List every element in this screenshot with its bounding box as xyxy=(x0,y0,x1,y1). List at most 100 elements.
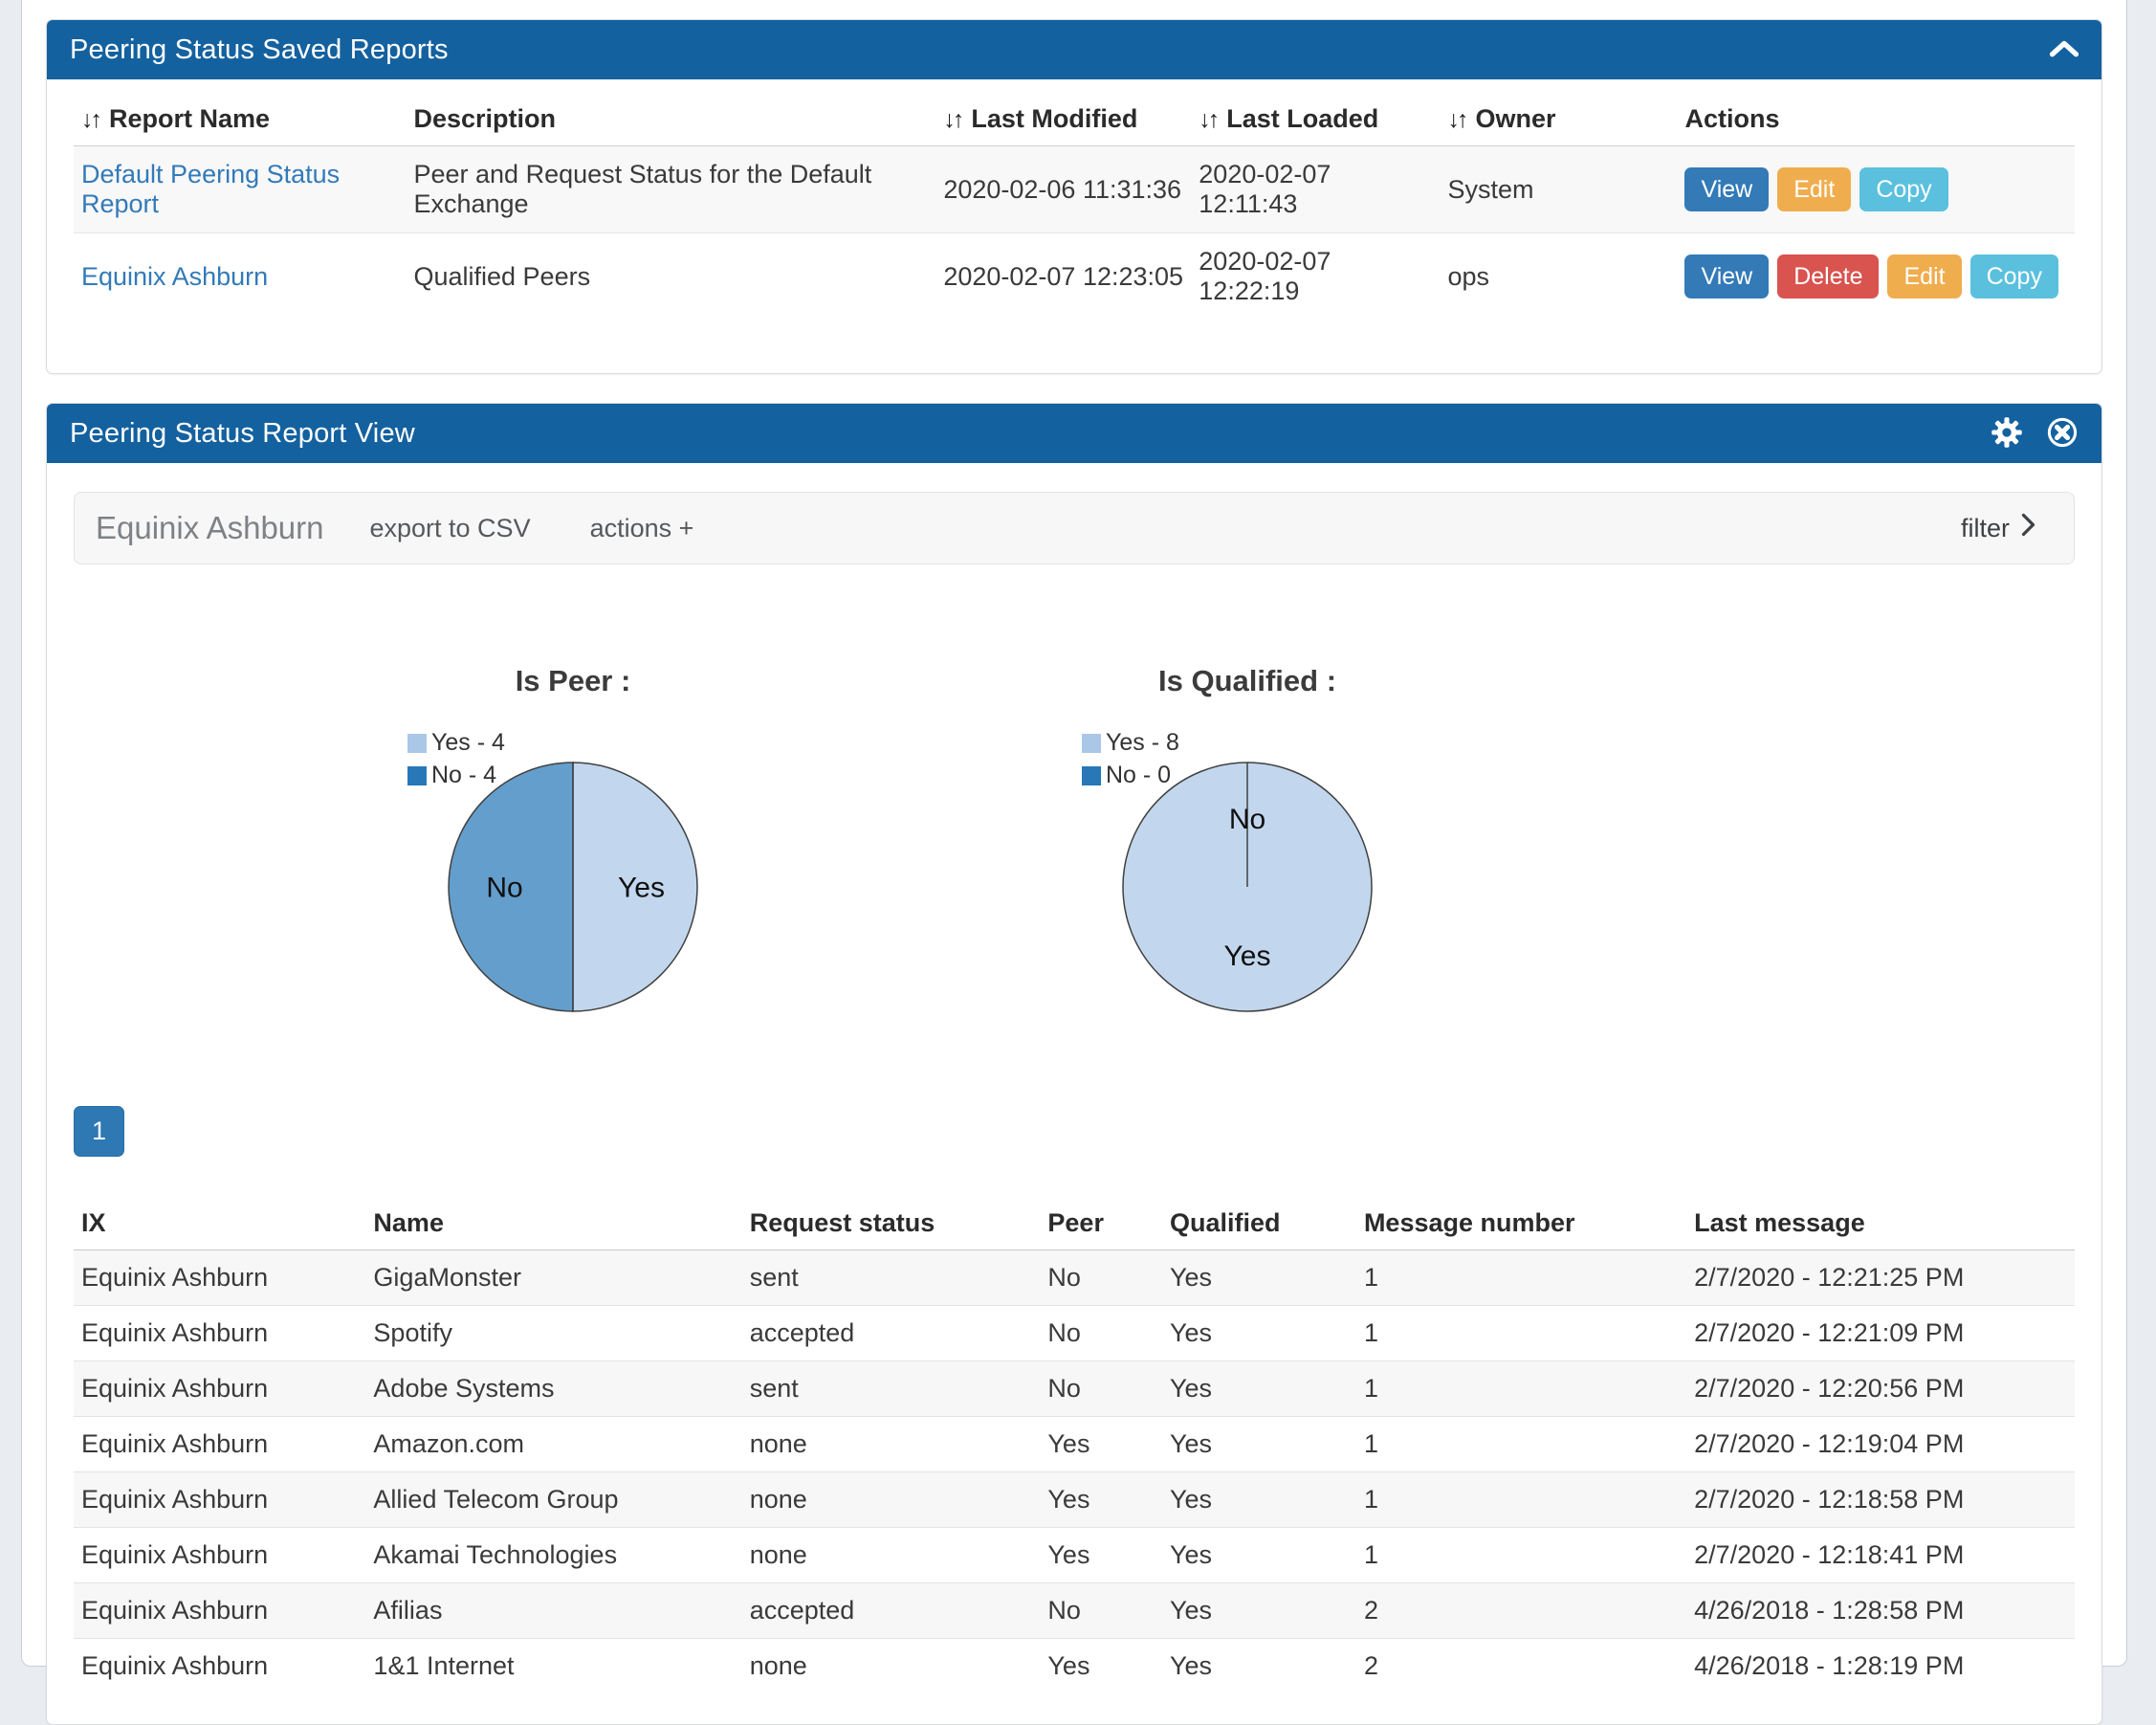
column-header-request-status: Request status xyxy=(742,1201,1041,1250)
table-cell: Equinix Ashburn xyxy=(74,1472,365,1528)
column-label: Last Modified xyxy=(971,104,1137,133)
table-cell: none xyxy=(742,1528,1041,1583)
export-csv-link[interactable]: export to CSV xyxy=(370,514,531,543)
table-cell: ops xyxy=(1440,233,1677,321)
panel-title: Peering Status Saved Reports xyxy=(70,34,449,66)
table-cell: Yes xyxy=(1162,1528,1356,1583)
legend-label: No - 4 xyxy=(431,760,496,792)
column-header-peer: Peer xyxy=(1040,1201,1162,1250)
edit-button[interactable]: Edit xyxy=(1887,254,1961,299)
table-cell: Yes xyxy=(1040,1472,1162,1528)
column-label: Description xyxy=(413,104,556,133)
report-name-heading: Equinix Ashburn xyxy=(96,510,324,546)
pie-slice-label: No xyxy=(1229,804,1265,835)
table-cell: 2020-02-06 11:31:36 xyxy=(935,146,1191,233)
table-cell: 1 xyxy=(1356,1361,1686,1417)
copy-button[interactable]: Copy xyxy=(1859,167,1947,211)
table-cell: Equinix Ashburn xyxy=(74,1528,365,1583)
column-label: Actions xyxy=(1684,104,1779,133)
table-cell: 2/7/2020 - 12:20:56 PM xyxy=(1686,1361,2075,1417)
sort-icon: ↓↑ xyxy=(1199,106,1217,133)
saved-reports-body: Default Peering Status ReportPeer and Re… xyxy=(74,146,2075,321)
report-name-link[interactable]: Default Peering Status Report xyxy=(81,160,340,218)
saved-reports-panel-body: ↓↑Report NameDescription↓↑Last Modified↓… xyxy=(47,79,2101,373)
table-cell: Yes xyxy=(1040,1528,1162,1583)
table-cell: Akamai Technologies xyxy=(365,1528,741,1583)
results-table: IXNameRequest statusPeerQualifiedMessage… xyxy=(74,1201,2075,1693)
column-header-report-name[interactable]: ↓↑ Report Name xyxy=(74,95,406,146)
table-cell: 2/7/2020 - 12:18:58 PM xyxy=(1686,1472,2075,1528)
sort-icon: ↓↑ xyxy=(81,106,99,133)
table-cell: 2020-02-07 12:23:05 xyxy=(935,233,1191,321)
table-cell: 2 xyxy=(1356,1639,1686,1694)
column-label: Owner xyxy=(1475,104,1555,133)
table-cell: Yes xyxy=(1162,1583,1356,1639)
column-header-actions: Actions xyxy=(1677,95,2075,146)
result-row: Equinix AshburnAdobe SystemssentNoYes12/… xyxy=(74,1361,2075,1417)
report-name-link[interactable]: Equinix Ashburn xyxy=(81,262,268,291)
table-cell: Allied Telecom Group xyxy=(365,1472,741,1528)
settings-button[interactable] xyxy=(1991,416,2023,452)
pagination: 1 xyxy=(74,1106,2075,1157)
table-cell: 1 xyxy=(1356,1306,1686,1361)
table-cell: System xyxy=(1440,146,1677,233)
table-cell: 1&1 Internet xyxy=(365,1639,741,1694)
table-cell: Yes xyxy=(1162,1472,1356,1528)
table-cell: Yes xyxy=(1162,1361,1356,1417)
column-header-ix: IX xyxy=(74,1201,365,1250)
page-1-button[interactable]: 1 xyxy=(74,1106,124,1157)
table-cell: No xyxy=(1040,1250,1162,1306)
legend-item: Yes - 4 xyxy=(407,727,505,760)
column-header-owner[interactable]: ↓↑Owner xyxy=(1440,95,1677,146)
legend-label: Yes - 4 xyxy=(431,727,505,760)
charts-row: Is Peer : Yes - 4No - 4 YesNo Is Qualifi… xyxy=(74,664,2075,1056)
results-body: Equinix AshburnGigaMonstersentNoYes12/7/… xyxy=(74,1250,2075,1694)
legend-label: Yes - 8 xyxy=(1106,727,1179,760)
table-cell: none xyxy=(742,1417,1041,1472)
edit-button[interactable]: Edit xyxy=(1777,167,1851,211)
table-cell: Equinix Ashburn xyxy=(74,1639,365,1694)
column-header-last-loaded[interactable]: ↓↑Last Loaded xyxy=(1191,95,1440,146)
chart-legend: Yes - 8No - 0 xyxy=(1082,727,1179,792)
pie-chart-svg: YesNo xyxy=(444,758,702,1016)
column-header-last-modified[interactable]: ↓↑Last Modified xyxy=(935,95,1191,146)
saved-reports-table: ↓↑Report NameDescription↓↑Last Modified↓… xyxy=(74,95,2075,320)
table-cell: 1 xyxy=(1356,1528,1686,1583)
table-cell: none xyxy=(742,1639,1041,1694)
view-button[interactable]: View xyxy=(1684,167,1769,211)
table-cell: sent xyxy=(742,1361,1041,1417)
table-cell: Equinix Ashburn xyxy=(74,1250,365,1306)
actions-menu-link[interactable]: actions + xyxy=(590,514,694,543)
column-header-message-number: Message number xyxy=(1356,1201,1686,1250)
results-header-row: IXNameRequest statusPeerQualifiedMessage… xyxy=(74,1201,2075,1250)
table-cell: Yes xyxy=(1040,1417,1162,1472)
saved-reports-panel: Peering Status Saved Reports ↓↑ Report Na… xyxy=(46,19,2102,374)
table-cell: 2/7/2020 - 12:18:41 PM xyxy=(1686,1528,2075,1583)
result-row: Equinix Ashburn1&1 InternetnoneYesYes24/… xyxy=(74,1639,2075,1694)
table-cell: 1 xyxy=(1356,1472,1686,1528)
result-row: Equinix AshburnAkamai TechnologiesnoneYe… xyxy=(74,1528,2075,1583)
pie-slice-label: No xyxy=(486,873,522,904)
view-button[interactable]: View xyxy=(1684,254,1769,299)
legend-label: No - 0 xyxy=(1106,760,1171,792)
column-header-description: Description xyxy=(406,95,935,146)
saved-reports-panel-header: Peering Status Saved Reports xyxy=(47,20,2101,79)
result-row: Equinix AshburnAllied Telecom GroupnoneY… xyxy=(74,1472,2075,1528)
pie-chart-is-peer: Is Peer : Yes - 4No - 4 YesNo xyxy=(224,664,922,1016)
filter-link[interactable]: filter xyxy=(1961,513,2035,543)
pie-chart-svg: YesNo xyxy=(1118,758,1376,1016)
filter-label: filter xyxy=(1961,514,2010,543)
copy-button[interactable]: Copy xyxy=(1970,254,2058,299)
table-cell: Yes xyxy=(1162,1250,1356,1306)
table-cell: Amazon.com xyxy=(365,1417,741,1472)
table-cell: 2/7/2020 - 12:21:25 PM xyxy=(1686,1250,2075,1306)
delete-button[interactable]: Delete xyxy=(1777,254,1879,299)
close-panel-button[interactable] xyxy=(2046,416,2079,452)
chart-title: Is Peer : xyxy=(224,664,922,708)
column-label: Report Name xyxy=(109,104,270,133)
collapse-panel-button[interactable] xyxy=(2050,39,2079,60)
table-cell: Yes xyxy=(1162,1639,1356,1694)
table-cell: 1 xyxy=(1356,1417,1686,1472)
table-cell: GigaMonster xyxy=(365,1250,741,1306)
table-cell: 4/26/2018 - 1:28:58 PM xyxy=(1686,1583,2075,1639)
